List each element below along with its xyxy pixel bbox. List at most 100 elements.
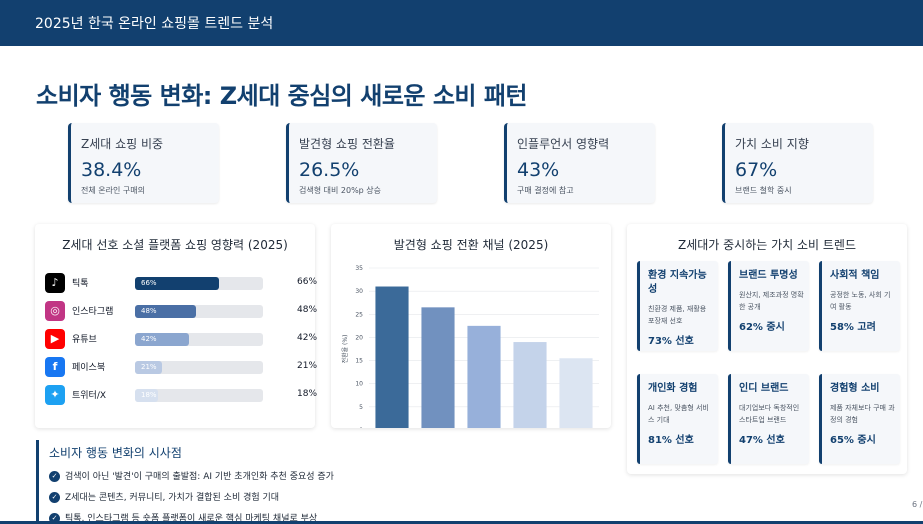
influence-bar-label: 18% bbox=[141, 391, 157, 399]
stat-note: 구매 결정에 참고 bbox=[517, 186, 574, 195]
trend-description: 원산지, 제조과정 명확한 공개 bbox=[739, 291, 804, 311]
stat-value: 38.4% bbox=[81, 159, 142, 181]
stat-card: 인플루언서 영향력 43% 구매 결정에 참고 bbox=[504, 123, 655, 203]
value-trend-card: 환경 지속가능성 친환경 제품, 재활용 포장재 선호 73% 선호 bbox=[637, 261, 718, 351]
check-circle-icon: ✓ bbox=[49, 471, 60, 482]
platform-name: 틱톡 bbox=[72, 279, 89, 289]
stat-card: 발견형 쇼핑 전환율 26.5% 검색형 대비 20%p 상승 bbox=[286, 123, 437, 203]
implication-text: Z세대는 콘텐츠, 커뮤니티, 가치가 결합된 소비 경험 기대 bbox=[65, 493, 280, 503]
trend-description: 제품 자체보다 구매 과정의 경험 bbox=[830, 404, 895, 424]
trend-value: 81% 선호 bbox=[648, 435, 694, 446]
influence-bar-track: 21% bbox=[135, 361, 263, 374]
influence-bar-fill bbox=[135, 389, 159, 402]
y-tick-label: 35 bbox=[355, 265, 363, 272]
y-tick-label: 5 bbox=[359, 404, 363, 411]
chart-title: 발견형 쇼핑 전환 채널 (2025) bbox=[393, 238, 549, 252]
stat-value: 43% bbox=[517, 159, 560, 181]
platform-influence-panel: Z세대 선호 소셜 플랫폼 쇼핑 영향력 (2025) ♪ 틱톡 66% 66% ◎ 인스… bbox=[35, 224, 318, 428]
y-tick-label: 10 bbox=[355, 381, 363, 388]
stat-value: 26.5% bbox=[299, 159, 360, 181]
stat-note: 검색형 대비 20%p 상승 bbox=[299, 186, 382, 195]
page-number: 6 / bbox=[912, 500, 923, 509]
platform-name: 페이스북 bbox=[72, 363, 106, 373]
platform-panel-title: Z세대 선호 소셜 플랫폼 쇼핑 영향력 (2025) bbox=[62, 238, 288, 252]
implication-item: ✓ 검색이 아닌 '발견'이 구매의 출발점: AI 기반 초개인화 추천 중요성… bbox=[49, 469, 334, 482]
stat-value: 67% bbox=[735, 159, 778, 181]
influence-bar-track: 48% bbox=[135, 305, 263, 318]
bar-chart: 05101520253035전환율 (%)AI 추천숏폼 콘텐츠인플루언서라이브… bbox=[341, 265, 599, 428]
header-bar: 2025년 한국 온라인 쇼핑몰 트렌드 분석 bbox=[0, 0, 923, 46]
y-tick-label: 20 bbox=[355, 334, 363, 341]
implication-text: 틱톡, 인스타그램 등 숏폼 플랫폼이 새로운 핵심 마케팅 채널로 부상 bbox=[65, 514, 318, 524]
influence-bar-label: 48% bbox=[141, 307, 157, 315]
influence-bar-fill bbox=[135, 333, 189, 346]
stat-card: 가치 소비 지향 67% 브랜드 철학 중시 bbox=[722, 123, 873, 203]
influence-percent: 42% bbox=[297, 333, 318, 343]
trend-title: 사회적 책임 bbox=[830, 270, 880, 281]
trend-value: 47% 선호 bbox=[739, 435, 785, 446]
trend-title: 개인화 경험 bbox=[648, 383, 698, 394]
value-trends-panel: Z세대가 중시하는 가치 소비 트렌드 환경 지속가능성 친환경 제품, 재활용 … bbox=[627, 224, 907, 474]
value-trend-card: 개인화 경험 AI 추천, 맞춤형 서비스 기대 81% 선호 bbox=[637, 374, 718, 464]
stat-label: 발견형 쇼핑 전환율 bbox=[299, 137, 395, 151]
check-circle-icon: ✓ bbox=[49, 492, 60, 503]
influence-percent: 18% bbox=[297, 389, 318, 399]
influence-bar-label: 42% bbox=[141, 335, 157, 343]
deck-title: 2025년 한국 온라인 쇼핑몰 트렌드 분석 bbox=[35, 16, 274, 32]
influence-bar-label: 66% bbox=[141, 279, 157, 287]
stat-card: Z세대 쇼핑 비중 38.4% 전체 온라인 구매의 bbox=[68, 123, 219, 203]
implication-text: 검색이 아닌 '발견'이 구매의 출발점: AI 기반 초개인화 추천 중요성 … bbox=[65, 472, 334, 482]
platform-name: 유튜브 bbox=[72, 335, 97, 345]
page-title: 소비자 행동 변화: Z세대 중심의 새로운 소비 패턴 bbox=[36, 82, 528, 110]
y-tick-label: 25 bbox=[355, 311, 363, 318]
stat-note: 브랜드 철학 중시 bbox=[735, 186, 792, 195]
stat-note: 전체 온라인 구매의 bbox=[81, 186, 145, 195]
influence-percent: 48% bbox=[297, 305, 318, 315]
footer-line bbox=[0, 521, 923, 524]
platform-row: f 페이스북 21% 21% bbox=[45, 357, 317, 377]
y-tick-label: 15 bbox=[355, 358, 363, 365]
platform-row: ◎ 인스타그램 48% 48% bbox=[45, 301, 317, 321]
trend-value: 65% 중시 bbox=[830, 435, 876, 446]
channel-chart-panel: 발견형 쇼핑 전환 채널 (2025) 0 5 10 15 20 25 30 35 전환율 (%… bbox=[331, 224, 611, 428]
platform-name: 트위터/X bbox=[72, 391, 107, 401]
influence-bar-label: 21% bbox=[141, 363, 157, 371]
check-circle-icon: ✓ bbox=[49, 513, 60, 524]
implication-item: ✓ 틱톡, 인스타그램 등 숏폼 플랫폼이 새로운 핵심 마케팅 채널로 부상 bbox=[49, 511, 317, 524]
influence-percent: 66% bbox=[297, 277, 318, 287]
stat-label: Z세대 쇼핑 비중 bbox=[81, 137, 164, 151]
implications-section: 소비자 행동 변화의 시사점 ✓ 검색이 아닌 '발견'이 구매의 출발점: AI… bbox=[36, 440, 379, 524]
influence-bar-fill bbox=[135, 305, 197, 318]
influence-bar-track: 18% bbox=[135, 389, 263, 402]
y-tick-label: 0 bbox=[359, 427, 363, 428]
y-axis-label: 전환율 (%) bbox=[341, 335, 349, 364]
value-trend-card: 브랜드 투명성 원산지, 제조과정 명확한 공개 62% 중시 bbox=[728, 261, 809, 351]
implications-title: 소비자 행동 변화의 시사점 bbox=[49, 446, 182, 460]
trend-title: 경험형 소비 bbox=[830, 383, 880, 394]
tiktok-icon: ♪ bbox=[45, 273, 65, 293]
influence-bar-track: 66% bbox=[135, 277, 263, 290]
bar bbox=[375, 286, 409, 428]
bar bbox=[467, 325, 501, 428]
youtube-icon: ▶ bbox=[45, 329, 65, 349]
trend-title: 브랜드 투명성 bbox=[739, 270, 798, 281]
platform-row: ✦ 트위터/X 18% 18% bbox=[45, 385, 317, 405]
bar bbox=[421, 307, 455, 428]
y-tick-label: 30 bbox=[355, 288, 363, 295]
platform-name: 인스타그램 bbox=[72, 307, 114, 317]
trend-description: 친환경 제품, 재활용 포장재 선호 bbox=[648, 305, 707, 325]
influence-bar-fill bbox=[135, 277, 220, 290]
trend-description: 공정한 노동, 사회 기여 활동 bbox=[830, 291, 891, 311]
trend-description: AI 추천, 맞춤형 서비스 기대 bbox=[648, 404, 709, 424]
implication-item: ✓ Z세대는 콘텐츠, 커뮤니티, 가치가 결합된 소비 경험 기대 bbox=[49, 490, 279, 503]
trend-description: 대기업보다 독창적인 스타트업 브랜드 bbox=[739, 404, 800, 424]
stat-label: 가치 소비 지향 bbox=[735, 137, 809, 151]
bar bbox=[559, 358, 593, 428]
instagram-icon: ◎ bbox=[45, 301, 65, 321]
value-trend-card: 사회적 책임 공정한 노동, 사회 기여 활동 58% 고려 bbox=[819, 261, 900, 351]
stat-label: 인플루언서 영향력 bbox=[517, 137, 610, 151]
twitter-icon: ✦ bbox=[45, 385, 65, 405]
trend-title: 인디 브랜드 bbox=[739, 383, 789, 394]
